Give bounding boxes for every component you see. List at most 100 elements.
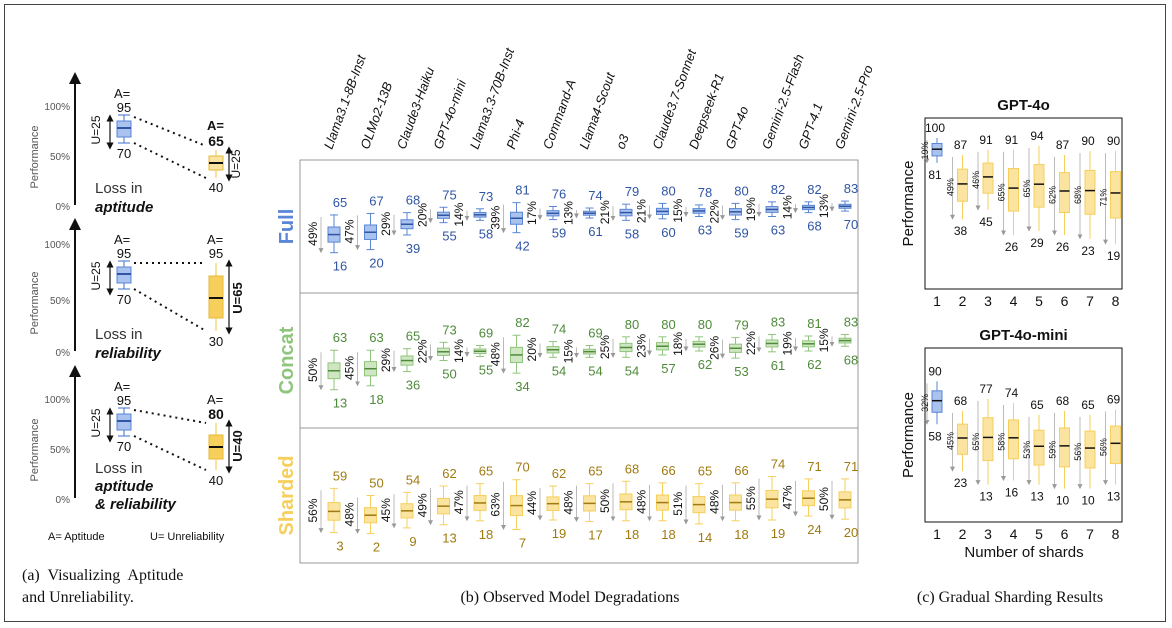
- unreliability-pct: 15%: [671, 198, 685, 222]
- right-top-value: 80: [208, 406, 224, 422]
- unreliability-pct: 18%: [671, 332, 685, 356]
- low-value: 70: [117, 292, 131, 307]
- loss-text-1: Loss in: [95, 326, 143, 343]
- y-axis-label: Performance: [29, 272, 41, 335]
- x-tick: 5: [1035, 293, 1043, 309]
- unreliability-pct: 15%: [817, 328, 831, 352]
- bottom-value: 70: [844, 217, 858, 232]
- panel-b: Llama3.1-8B-InstOLMo2-13BClaude3-HaikuGP…: [276, 45, 876, 606]
- u-label: U=25: [89, 261, 103, 290]
- top-value: 65: [1081, 398, 1095, 412]
- bottom-value: 9: [409, 534, 416, 549]
- unreliability-pct: 47%: [343, 219, 357, 243]
- u-label: U=25: [89, 408, 103, 437]
- unreliability-pct: 13%: [817, 194, 831, 218]
- iqr-box: [931, 390, 943, 413]
- top-value: 80: [661, 317, 675, 332]
- a-label: A=: [114, 232, 130, 247]
- ytick-0: 0%: [56, 348, 71, 359]
- iqr-box: [1008, 419, 1019, 460]
- top-value: 87: [1056, 138, 1070, 152]
- caption-c: (c) Gradual Sharding Results: [917, 589, 1103, 606]
- unreliability-pct: 71%: [1099, 189, 1109, 207]
- iqr-box: [1084, 430, 1096, 469]
- unreliability-pct: 45%: [379, 498, 393, 522]
- top-value: 74: [771, 457, 785, 472]
- right-low-value: 40: [209, 473, 223, 488]
- bottom-value: 53: [734, 364, 748, 379]
- unreliability-pct: 65%: [971, 433, 981, 451]
- bottom-value: 55: [442, 229, 456, 244]
- unreliability-pct: 65%: [997, 183, 1007, 201]
- model-label: Phi-4: [503, 117, 527, 151]
- right-a-label: A=: [207, 232, 223, 247]
- ytick-50: 50%: [50, 296, 70, 307]
- a-label: A=: [114, 86, 130, 101]
- top-value: 62: [442, 466, 456, 481]
- top-value: 65: [698, 464, 712, 479]
- ytick-50: 50%: [50, 445, 70, 456]
- top-value: 80: [661, 183, 675, 198]
- ytick-100: 100%: [44, 102, 70, 113]
- unreliability-pct: 47%: [452, 490, 466, 514]
- row-label: Sharded: [276, 455, 298, 535]
- dotted-bottom-line: [133, 142, 207, 179]
- bottom-value: 2: [373, 539, 380, 554]
- model-label: GPT-4o: [722, 104, 751, 151]
- unreliability-pct: 45%: [343, 356, 357, 380]
- model-label: Gemini-2.5-Pro: [832, 63, 876, 151]
- x-tick: 2: [959, 293, 967, 309]
- top-value: 50: [369, 476, 383, 491]
- gradual-sharding-charts: GPT-4oPerformance1008119%1873849%2914546…: [900, 97, 1123, 542]
- top-value: 82: [807, 182, 821, 197]
- reliability-loss-diagram: Performance 100% 50% 0% A= 95 U=25 70 A=…: [29, 218, 245, 362]
- unreliability-pct: 48%: [708, 489, 722, 513]
- top-value: 68: [1056, 394, 1070, 408]
- unreliability-pct: 29%: [379, 348, 393, 372]
- bottom-value: 20: [844, 525, 858, 540]
- unreliability-pct: 50%: [306, 358, 320, 382]
- top-value: 65: [588, 464, 602, 479]
- grid-frame: [299, 159, 859, 564]
- x-tick: 2: [959, 526, 967, 542]
- chart-title: GPT-4o-mini: [979, 327, 1067, 344]
- top-value: 87: [954, 138, 968, 152]
- unreliability-pct: 63%: [489, 492, 503, 516]
- bottom-value: 26: [1056, 240, 1070, 254]
- bottom-value: 24: [807, 522, 821, 537]
- ytick-50: 50%: [50, 152, 70, 163]
- legend-unreliability: U= Unreliability: [150, 531, 225, 543]
- x-tick: 1: [933, 293, 941, 309]
- unreliability-pct: 21%: [598, 200, 612, 224]
- unreliability-pct: 23%: [635, 334, 649, 358]
- iqr-box: [1110, 171, 1121, 219]
- model-label: o3: [613, 132, 632, 151]
- unreliability-pct: 50%: [817, 487, 831, 511]
- top-value: 83: [771, 314, 785, 329]
- unreliability-pct: 25%: [598, 335, 612, 359]
- top-value: 65: [333, 195, 347, 210]
- iqr-box: [1033, 429, 1045, 466]
- top-value: 73: [479, 189, 493, 204]
- bottom-value: 50: [442, 367, 456, 382]
- top-value: 100: [925, 121, 945, 135]
- bottom-value: 18: [625, 527, 639, 542]
- unreliability-pct: 53%: [1022, 441, 1032, 459]
- top-value: 63: [333, 330, 347, 345]
- loss-text-2: aptitude: [95, 199, 153, 216]
- iqr-box: [1059, 427, 1070, 468]
- bottom-value: 18: [369, 392, 383, 407]
- top-value: 82: [771, 182, 785, 197]
- iqr-box: [1008, 168, 1019, 212]
- top-value: 68: [954, 394, 968, 408]
- unreliability-pct: 48%: [343, 502, 357, 526]
- top-value: 68: [625, 461, 639, 476]
- iqr-box: [957, 423, 968, 455]
- bottom-value: 54: [588, 363, 602, 378]
- top-value: 63: [369, 330, 383, 345]
- unreliability-pct: 44%: [525, 491, 539, 515]
- bottom-value: 16: [1005, 486, 1019, 500]
- top-value: 76: [552, 186, 566, 201]
- model-label: GPT-4.1: [795, 101, 825, 151]
